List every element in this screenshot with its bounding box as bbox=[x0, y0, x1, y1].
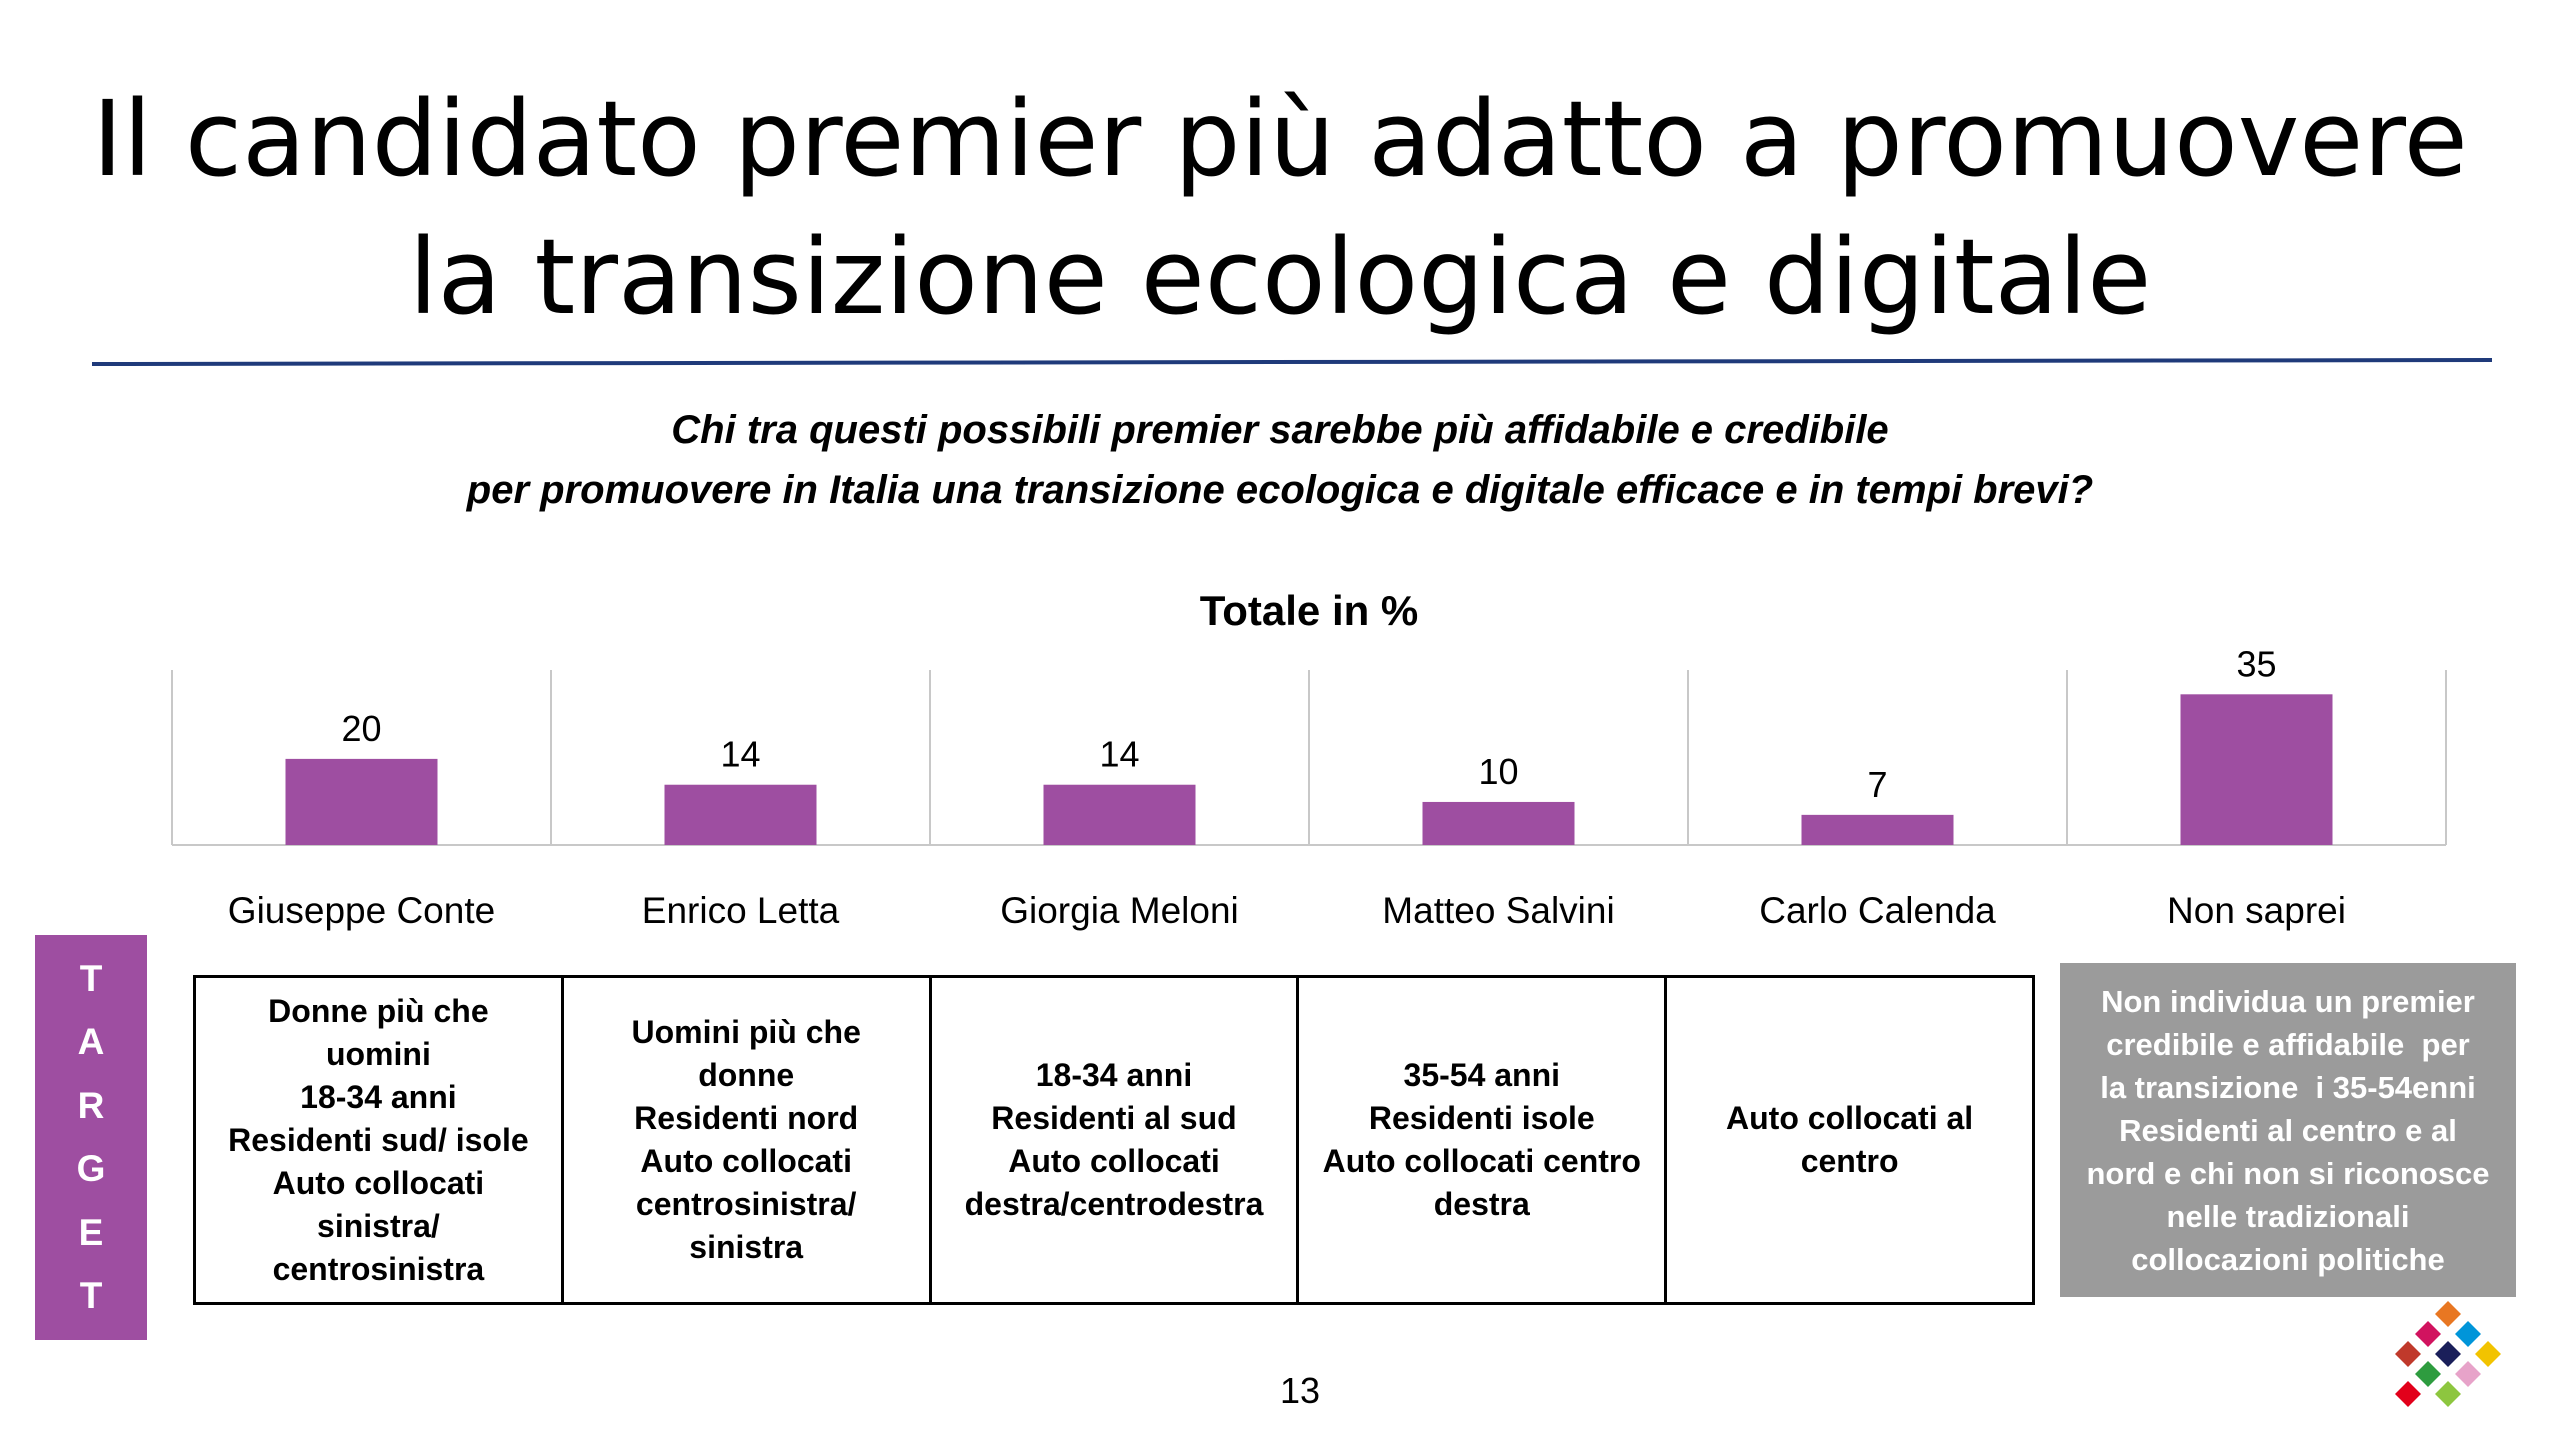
title-divider bbox=[92, 358, 2492, 366]
target-cell: 35-54 anni Residenti isole Auto collocati … bbox=[1299, 978, 1668, 1302]
page-number: 13 bbox=[1279, 1370, 1321, 1411]
non-saprei-line: credibile e affidabile per bbox=[2106, 1026, 2470, 1062]
target-cell-line: Auto collocati al bbox=[1726, 1100, 1974, 1136]
logo-diamond bbox=[2435, 1301, 2461, 1327]
target-cell-text: Auto collocati al centro bbox=[1726, 1097, 1973, 1183]
non-saprei-target-box: Non individua un premier credibile e affi… bbox=[2060, 963, 2516, 1297]
target-cell-line: Auto collocati bbox=[640, 1143, 852, 1179]
data-label: 35 bbox=[2236, 643, 2276, 684]
data-label: 7 bbox=[1867, 764, 1887, 805]
non-saprei-line: Residenti al centro e al bbox=[2119, 1112, 2457, 1148]
logo-diamond bbox=[2415, 1321, 2441, 1347]
target-cell-line: uomini bbox=[325, 1035, 431, 1072]
target-cell-line: donne bbox=[698, 1057, 795, 1093]
data-label: 20 bbox=[341, 708, 381, 749]
logo-diamond bbox=[2395, 1341, 2421, 1367]
target-cell-line: sinistra/ bbox=[317, 1207, 440, 1244]
target-cell-line: Auto collocati centro bbox=[1322, 1143, 1641, 1179]
logo-diamond bbox=[2475, 1341, 2501, 1367]
target-cell-line: centrosinistra bbox=[272, 1250, 485, 1287]
slide-title-line-2: la transizione ecologica e digitale bbox=[408, 216, 2152, 338]
category-label: Enrico Letta bbox=[642, 890, 840, 931]
data-label: 14 bbox=[720, 734, 760, 775]
target-letter: E bbox=[78, 1211, 104, 1253]
target-cell-line: centrosinistra/ bbox=[635, 1186, 857, 1222]
target-cell: Donne più che uomini 18-34 anni Residenti s… bbox=[196, 978, 564, 1302]
logo-diamond bbox=[2395, 1381, 2421, 1407]
non-saprei-line: Non individua un premier bbox=[2101, 983, 2475, 1019]
target-cell: 18-34 anni Residenti al sud Auto collocati… bbox=[932, 978, 1300, 1302]
target-cell-line: centro bbox=[1800, 1143, 1899, 1179]
non-saprei-line: la transizione i 35-54enni bbox=[2100, 1069, 2476, 1105]
target-cell-line: sinistra bbox=[689, 1229, 804, 1265]
category-label: Giorgia Meloni bbox=[1000, 890, 1239, 931]
logo-diamond bbox=[2435, 1341, 2461, 1367]
target-letter: T bbox=[79, 957, 103, 999]
chart-title: Totale in % bbox=[1200, 587, 1419, 634]
bar bbox=[1422, 801, 1575, 845]
target-cell-line: Uomini più che bbox=[631, 1014, 861, 1050]
non-saprei-target-text: Non individua un premier credibile e affi… bbox=[2086, 980, 2489, 1281]
question-line-2: per promuovere in Italia una transizione… bbox=[466, 468, 2094, 512]
slide-title: Il candidato premier più adatto a promuo… bbox=[0, 70, 2560, 346]
target-letter: R bbox=[77, 1084, 105, 1126]
logo-diamond bbox=[2415, 1361, 2441, 1387]
question-line-1: Chi tra questi possibili premier sarebbe… bbox=[671, 408, 1889, 452]
non-saprei-line: collocazioni politiche bbox=[2131, 1241, 2445, 1277]
bar bbox=[2180, 694, 2333, 845]
category-label: Matteo Salvini bbox=[1382, 890, 1614, 931]
target-cell-text: 18-34 anni Residenti al sud Auto collocati… bbox=[965, 1054, 1264, 1226]
target-letter: A bbox=[77, 1021, 105, 1063]
target-letter: T bbox=[79, 1275, 103, 1317]
target-table: Donne più che uomini 18-34 anni Residenti s… bbox=[193, 975, 2035, 1305]
target-letter: G bbox=[76, 1148, 106, 1190]
non-saprei-line: nord e chi non si riconosce bbox=[2086, 1155, 2490, 1191]
data-label: 14 bbox=[1099, 734, 1139, 775]
target-cell-text: 35-54 anni Residenti isole Auto collocati … bbox=[1323, 1054, 1641, 1226]
target-cell-line: 18-34 anni bbox=[300, 1078, 457, 1115]
target-cell-line: Residenti sud/ isole bbox=[228, 1121, 529, 1158]
target-cell: Auto collocati al centro bbox=[1667, 978, 2032, 1302]
non-saprei-line: nelle tradizionali bbox=[2166, 1198, 2410, 1234]
slide-title-line-1: Il candidato premier più adatto a promuo… bbox=[92, 78, 2468, 200]
target-cell-line: Residenti al sud bbox=[991, 1100, 1237, 1136]
logo-diamond bbox=[2455, 1361, 2481, 1387]
data-label: 10 bbox=[1478, 751, 1518, 792]
diamond-mosaic-logo bbox=[2395, 1301, 2501, 1407]
target-cell-line: Donne più che bbox=[268, 992, 489, 1029]
category-label: Giuseppe Conte bbox=[228, 890, 495, 931]
bar bbox=[1801, 814, 1954, 845]
bar bbox=[664, 784, 817, 845]
target-cell-text: Donne più che uomini 18-34 anni Residenti s… bbox=[228, 990, 529, 1291]
bar-chart: Totale in % 20 Giuseppe Conte 14 Enrico Lett… bbox=[171, 587, 2447, 931]
target-cell-line: 18-34 anni bbox=[1035, 1057, 1193, 1093]
logo-diamond bbox=[2455, 1321, 2481, 1347]
target-cell-text: Uomini più che donne Residenti nord Auto co… bbox=[632, 1011, 861, 1269]
target-cell-line: Auto collocati bbox=[272, 1164, 485, 1201]
category-label: Non saprei bbox=[2167, 890, 2346, 931]
bar bbox=[285, 758, 438, 845]
target-cell-line: Auto collocati bbox=[1008, 1143, 1220, 1179]
logo-diamond bbox=[2435, 1381, 2461, 1407]
target-cell-line: Residenti isole bbox=[1368, 1100, 1595, 1136]
target-cell-line: destra/centrodestra bbox=[964, 1186, 1264, 1222]
target-cell: Uomini più che donne Residenti nord Auto co… bbox=[564, 978, 932, 1302]
target-cell-line: Residenti nord bbox=[634, 1100, 859, 1136]
target-cell-line: destra bbox=[1433, 1186, 1530, 1222]
category-label: Carlo Calenda bbox=[1759, 890, 1996, 931]
bar bbox=[1043, 784, 1196, 845]
target-cell-line: 35-54 anni bbox=[1403, 1057, 1561, 1093]
question-text: Chi tra questi possibili premier sarebbe… bbox=[0, 400, 2560, 520]
